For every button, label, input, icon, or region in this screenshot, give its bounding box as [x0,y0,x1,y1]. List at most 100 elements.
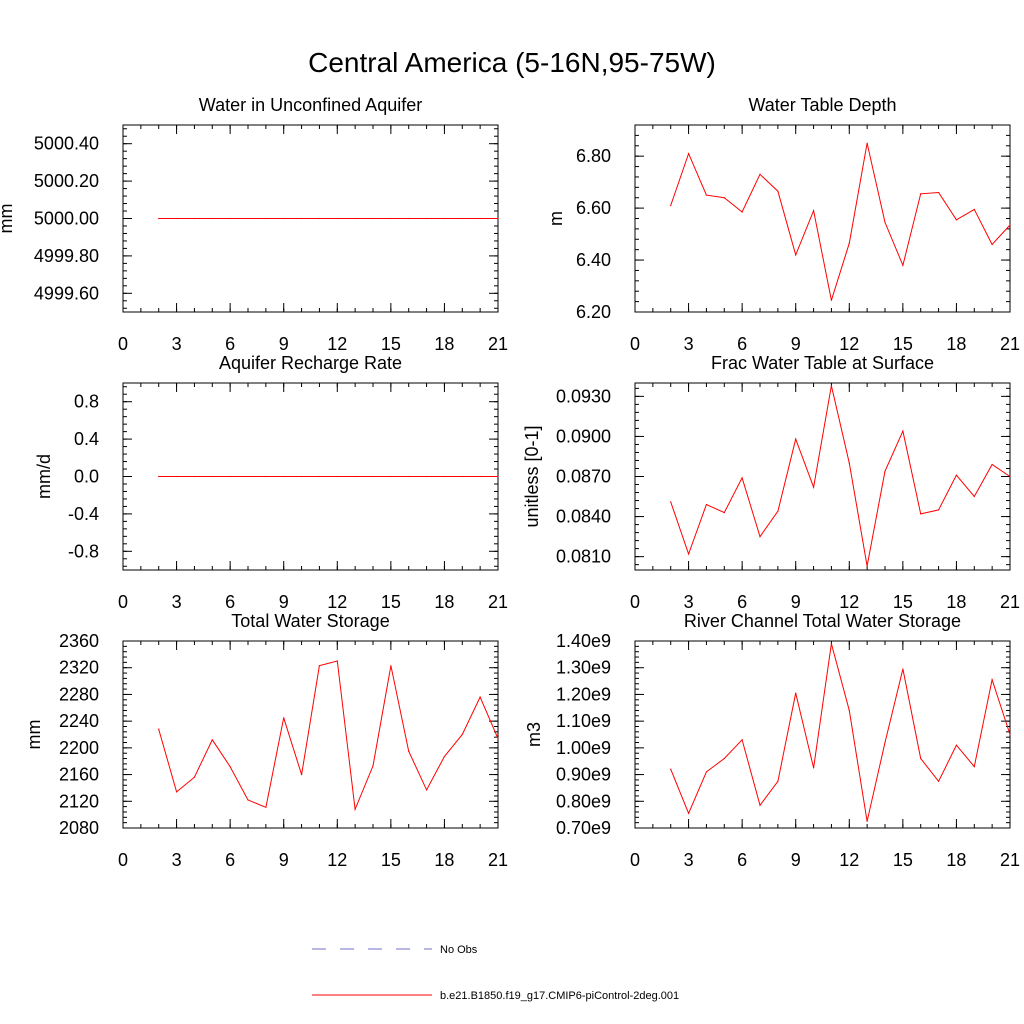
y-tick-label: -0.8 [68,541,99,561]
data-point [300,773,303,776]
data-point [479,475,481,478]
data-point [443,475,446,478]
data-point [300,475,303,478]
x-tick-label: 15 [893,334,913,354]
data-point [866,820,868,822]
y-tick-label: 5000.00 [34,209,99,229]
x-tick-label: 3 [172,592,182,612]
panel-title-river-channel-storage: River Channel Total Water Storage [684,611,961,631]
x-tick-label: 18 [946,334,966,354]
data-point [283,475,285,478]
data-point [265,806,267,808]
data-point [497,217,499,220]
data-point [318,217,321,220]
data-point [193,475,196,478]
panel-title-frac-water-table-surface: Frac Water Table at Surface [711,353,934,373]
x-tick-label: 0 [118,850,128,870]
data-point [318,475,321,478]
x-tick-label: 12 [327,334,347,354]
data-point [175,217,178,220]
data-point [812,767,815,769]
data-point [670,501,672,503]
data-point [884,470,886,472]
data-point [937,509,940,511]
panel-aquifer-recharge-rate: Aquifer Recharge Rate mm/d 0 3 6 9 12 15 18 21 -0.… [34,353,508,612]
data-point [211,739,213,741]
data-point [158,217,160,220]
panel-title-water-table-depth: Water Table Depth [748,95,896,115]
y-tick-label: 0.90e9 [556,765,611,785]
data-point [193,217,196,220]
data-point [920,757,922,760]
data-point [687,152,690,155]
data-point [884,741,886,744]
data-point [283,217,285,220]
x-tick-label: 3 [684,850,694,870]
x-tick-label: 9 [279,334,289,354]
x-tick-label: 12 [839,592,859,612]
y-tick-label: 0.0900 [556,426,611,446]
data-point [723,757,725,760]
data-point [408,750,410,752]
y-tick-label: 0.4 [74,429,99,449]
series-line-total-water-storage [158,660,499,812]
panel-water-table-depth: Water Table Depth m 0 3 6 9 12 15 18 21 6.20 6.40 6.… [546,95,1020,354]
data-point [670,768,672,770]
data-point [336,660,338,662]
data-point [777,510,779,512]
data-point [705,194,708,196]
data-point [884,221,886,223]
data-point [247,475,249,478]
x-tick-label: 0 [630,334,640,354]
y-axis-label-water-unconfined-aquifer: mm [0,204,16,234]
data-point [991,243,993,246]
data-point [973,765,975,768]
data-point [1009,224,1011,226]
data-point [229,217,231,220]
data-point [741,211,743,213]
y-tick-label: 6.80 [576,146,611,166]
data-point [443,217,446,220]
y-tick-label: 2280 [59,684,99,704]
data-point [795,438,797,440]
x-tick-label: 6 [225,592,235,612]
data-point [408,217,410,220]
y-axis-label-frac-water-table-surface: unitless [0-1] [522,425,542,527]
panel-title-total-water-storage: Total Water Storage [231,611,389,631]
y-tick-label: 6.40 [576,250,611,270]
data-point [991,463,993,466]
legend-label-model: b.e21.B1850.f19_g17.CMIP6-piControl-2deg… [440,990,679,1002]
plot-frame-total-water-storage [122,640,499,829]
data-point [687,553,690,555]
data-point [902,264,904,266]
x-tick-label: 15 [381,850,401,870]
x-tick-label: 3 [684,334,694,354]
data-point [354,475,356,478]
y-tick-label: 0.0810 [556,547,611,567]
data-point [211,217,213,220]
data-point [193,776,196,778]
data-point [902,668,904,670]
data-point [723,197,725,199]
y-tick-label: 0.0930 [556,386,611,406]
data-point [830,299,833,301]
data-point [795,692,797,694]
data-point [461,733,463,736]
x-tick-label: 12 [327,592,347,612]
panel-water-unconfined-aquifer: Water in Unconfined Aquifer mm 0 3 6 9 12 15 18 2… [0,95,508,354]
data-point [741,477,743,479]
y-tick-label: 1.10e9 [556,711,611,731]
data-point [955,474,958,476]
data-point [390,665,392,667]
x-tick-label: 9 [791,850,801,870]
data-point [723,511,725,514]
series-line-water-table-depth [670,143,1011,301]
x-tick-label: 6 [225,334,235,354]
y-tick-label: 2200 [59,738,99,758]
x-tick-label: 9 [279,592,289,612]
data-point [759,804,761,806]
data-point [848,242,850,244]
data-point [265,217,267,220]
data-point [211,475,213,478]
